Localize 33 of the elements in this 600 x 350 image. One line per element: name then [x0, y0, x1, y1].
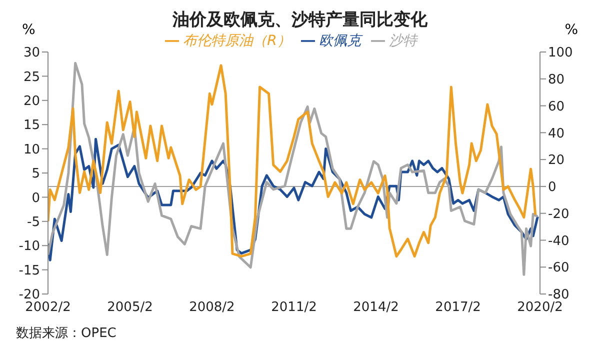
y-tick-label: 30	[23, 46, 40, 61]
x-tick-label: 2014/2	[353, 300, 399, 316]
y-tick-label: 25	[23, 70, 40, 85]
y2-tick-label: 40	[548, 126, 565, 142]
legend-label: 布伦特原油（R）	[183, 33, 291, 49]
legend-label: 欧佩克	[318, 33, 361, 49]
y2-tick-label: 60	[548, 99, 565, 114]
x-tick-label: 2017/2	[435, 300, 481, 316]
y-axis-title: %	[22, 22, 36, 38]
y2-tick-label: 20	[548, 153, 565, 168]
y-tick-label: 5	[32, 166, 40, 182]
y-tick-label: -15	[18, 263, 40, 278]
y2-tick-label: 0	[548, 180, 556, 196]
y2-tick-label: -60	[548, 260, 570, 276]
y2-axis-title: %	[564, 22, 578, 38]
y-tick-label: -10	[18, 239, 40, 254]
x-tick-label: 2020/2	[517, 300, 563, 316]
y2-tick-label: 100	[548, 46, 573, 61]
y2-tick-label: 80	[548, 72, 565, 88]
y2-tick-label: -40	[548, 234, 570, 249]
x-tick-label: 2011/2	[271, 300, 317, 316]
y2-tick-label: -20	[548, 206, 570, 222]
y-tick-label: 0	[32, 190, 40, 206]
source-note: 数据来源：OPEC	[15, 325, 118, 342]
chart-title: 油价及欧佩克、沙特产量同比变化	[172, 10, 428, 30]
x-tick-label: 2002/2	[25, 300, 71, 316]
y-tick-label: -5	[27, 215, 40, 230]
y-tick-label: 20	[23, 94, 40, 110]
y-tick-label: 10	[23, 142, 40, 158]
legend-label: 沙特	[388, 33, 417, 49]
x-tick-label: 2005/2	[107, 300, 153, 316]
y-tick-label: 15	[23, 118, 40, 134]
x-tick-label: 2008/2	[189, 300, 235, 316]
